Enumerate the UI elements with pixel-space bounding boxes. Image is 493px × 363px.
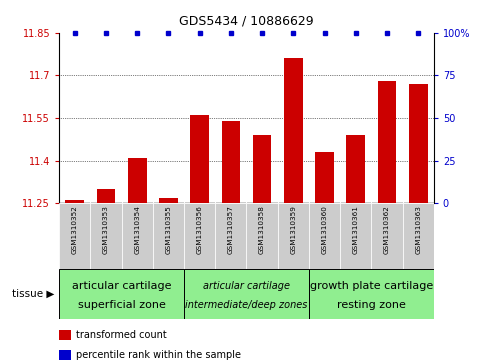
Text: resting zone: resting zone	[337, 300, 406, 310]
Bar	[403, 203, 434, 269]
Bar	[97, 189, 115, 203]
Bar	[315, 152, 334, 203]
Bar	[340, 202, 371, 203]
Text: GSM1310363: GSM1310363	[415, 205, 421, 254]
Bar	[278, 203, 309, 269]
Text: GDS5434 / 10886629: GDS5434 / 10886629	[179, 15, 314, 28]
Text: superficial zone: superficial zone	[78, 300, 166, 310]
Text: GSM1310357: GSM1310357	[228, 205, 234, 254]
Bar	[184, 203, 215, 269]
Bar	[122, 202, 153, 203]
Text: articular cartilage: articular cartilage	[203, 281, 290, 291]
Text: GSM1310353: GSM1310353	[103, 205, 109, 254]
Text: GSM1310359: GSM1310359	[290, 205, 296, 254]
Bar	[309, 269, 434, 319]
Text: GSM1310361: GSM1310361	[353, 205, 359, 254]
Bar	[184, 269, 309, 319]
Bar	[309, 203, 340, 269]
Bar	[66, 200, 84, 203]
Bar	[59, 269, 184, 319]
Bar	[190, 115, 209, 203]
Bar	[128, 158, 146, 203]
Bar	[403, 202, 434, 203]
Bar	[122, 203, 153, 269]
Bar	[371, 203, 403, 269]
Text: transformed count: transformed count	[76, 330, 167, 340]
Text: tissue ▶: tissue ▶	[12, 289, 54, 299]
Bar	[59, 202, 90, 203]
Bar	[153, 203, 184, 269]
Text: GSM1310358: GSM1310358	[259, 205, 265, 254]
Bar	[278, 202, 309, 203]
Bar	[184, 202, 215, 203]
Bar	[253, 135, 272, 203]
Bar	[371, 202, 403, 203]
Text: GSM1310362: GSM1310362	[384, 205, 390, 254]
Bar	[153, 202, 184, 203]
Text: growth plate cartilage: growth plate cartilage	[310, 281, 433, 291]
Bar	[347, 135, 365, 203]
Text: GSM1310356: GSM1310356	[197, 205, 203, 254]
Text: GSM1310355: GSM1310355	[166, 205, 172, 254]
Bar	[90, 202, 122, 203]
Text: percentile rank within the sample: percentile rank within the sample	[76, 350, 242, 360]
Bar	[378, 81, 396, 203]
Text: intermediate/deep zones: intermediate/deep zones	[185, 300, 308, 310]
Text: GSM1310354: GSM1310354	[134, 205, 140, 254]
Text: articular cartilage: articular cartilage	[72, 281, 172, 291]
Bar	[409, 84, 427, 203]
Bar	[215, 202, 246, 203]
Text: GSM1310360: GSM1310360	[321, 205, 327, 254]
Bar	[246, 203, 278, 269]
Text: GSM1310352: GSM1310352	[72, 205, 78, 254]
Bar	[246, 202, 278, 203]
Bar	[59, 203, 90, 269]
Bar	[159, 197, 178, 203]
Bar	[90, 203, 122, 269]
Bar	[221, 121, 240, 203]
Bar	[340, 203, 371, 269]
Bar	[309, 202, 340, 203]
Bar	[284, 58, 303, 203]
Bar	[215, 203, 246, 269]
